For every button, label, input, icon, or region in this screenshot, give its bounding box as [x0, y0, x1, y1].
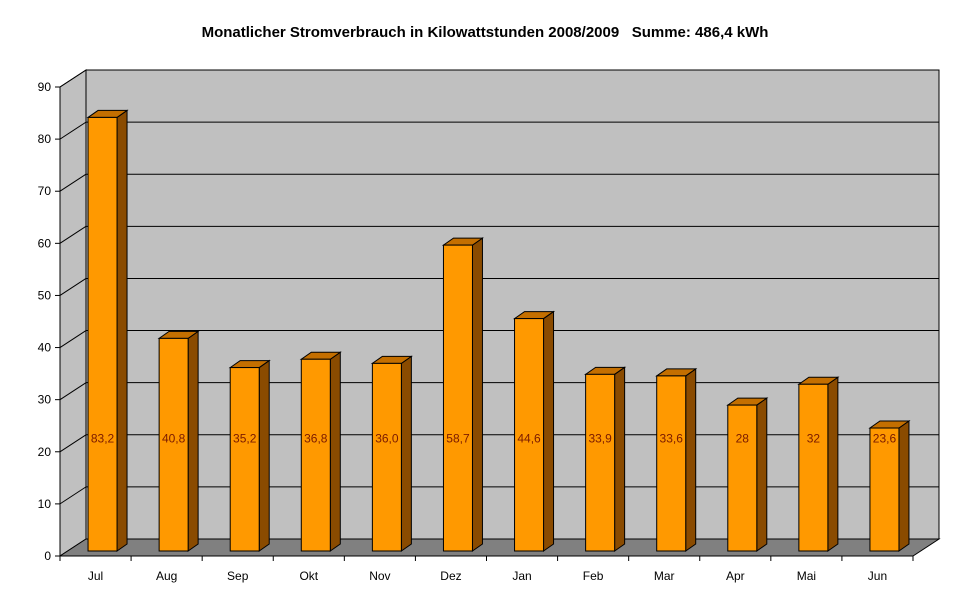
bar-side: [685, 367, 697, 552]
x-tick-label: Aug: [156, 569, 177, 583]
y-tick-label: 60: [38, 236, 52, 250]
data-label: 33,6: [660, 431, 684, 445]
y-tick-label: 0: [44, 549, 51, 563]
bar: [370, 355, 413, 552]
data-label: 58,7: [446, 431, 470, 445]
bar: [157, 330, 200, 552]
y-tick-label: 50: [38, 288, 52, 302]
y-tick-label: 70: [38, 184, 52, 198]
bar-side: [614, 366, 626, 552]
bar-side: [827, 376, 839, 552]
gridline-side: [59, 382, 87, 401]
data-label: 33,9: [588, 431, 612, 445]
data-label: 28: [736, 431, 750, 445]
bar-front: [300, 358, 331, 552]
y-tick-label: 90: [38, 80, 52, 94]
bar-front: [158, 337, 189, 552]
bar-side: [898, 420, 910, 552]
data-label: 36,0: [375, 431, 399, 445]
bar-front: [514, 318, 545, 552]
bar: [441, 237, 485, 552]
chart-title: Monatlicher Stromverbrauch in Kilowattst…: [202, 24, 769, 41]
plot-area: [58, 69, 941, 557]
bar-side: [116, 109, 128, 552]
bar-front: [727, 404, 758, 552]
side-wall: [59, 69, 87, 557]
bar: [512, 310, 556, 552]
bar: [797, 376, 840, 552]
gridline-side: [59, 173, 87, 192]
gridline-side: [59, 486, 87, 505]
data-labels: 83,2 40,8 35,2 36,8 36,0 58,7 44,6 33,9 33,6 28 32…: [91, 431, 897, 445]
bar-front: [87, 116, 118, 552]
bar: [584, 366, 627, 552]
data-label: 83,2: [91, 431, 115, 445]
y-tick-label: 10: [38, 497, 52, 511]
x-tick-label: Okt: [299, 569, 318, 583]
bar-front: [869, 427, 900, 552]
bar-side: [258, 359, 270, 552]
y-tick-label: 80: [38, 132, 52, 146]
x-tick-label: Mai: [797, 569, 816, 583]
x-tick-label: Jan: [512, 569, 531, 583]
data-label: 36,8: [304, 431, 328, 445]
x-tick-label: Apr: [726, 569, 745, 583]
bar-side: [329, 351, 341, 552]
bar-front: [229, 367, 260, 552]
x-tick-label: Jun: [868, 569, 887, 583]
x-tick-label: Dez: [440, 569, 461, 583]
bar: [726, 397, 769, 552]
x-tick-label: Mar: [654, 569, 675, 583]
gridline-side: [59, 69, 87, 88]
bar-side: [543, 310, 555, 552]
bar-front: [656, 375, 687, 552]
x-tick-label: Nov: [369, 569, 390, 583]
gridline-side: [59, 330, 87, 348]
bar-side: [471, 237, 483, 552]
gridlines: [59, 69, 939, 505]
gridline-side: [59, 121, 87, 140]
bar-front: [798, 383, 829, 552]
data-label: 32: [807, 431, 821, 445]
bar-front: [585, 373, 616, 552]
bar-side: [756, 397, 768, 552]
bar-side: [187, 330, 199, 552]
data-label: 23,6: [873, 431, 897, 445]
y-tick-label: 40: [38, 341, 52, 355]
bar: [228, 359, 271, 552]
data-label: 35,2: [233, 431, 257, 445]
bar: [299, 351, 342, 552]
x-tick-label: Sep: [227, 569, 249, 583]
x-tick-label: Feb: [583, 569, 604, 583]
bar: [86, 109, 129, 552]
bar-front: [442, 244, 473, 552]
bar: [868, 420, 911, 552]
data-label: 40,8: [162, 431, 186, 445]
back-wall: [85, 69, 940, 540]
gridline-side: [59, 225, 87, 244]
bars: [86, 109, 911, 552]
x-tick-label: Jul: [88, 569, 103, 583]
gridline-side: [59, 278, 87, 296]
data-label: 44,6: [517, 431, 541, 445]
bar-front: [371, 362, 402, 552]
gridline-side: [59, 434, 87, 453]
bar-side: [400, 355, 412, 552]
bar: [655, 367, 698, 552]
axes: 0 10 20 30 40 50 60 70 80 90 Jul Aug Sep Okt Nov Dez Jan…: [38, 80, 914, 583]
y-tick-label: 20: [38, 445, 52, 459]
y-tick-label: 30: [38, 393, 52, 407]
